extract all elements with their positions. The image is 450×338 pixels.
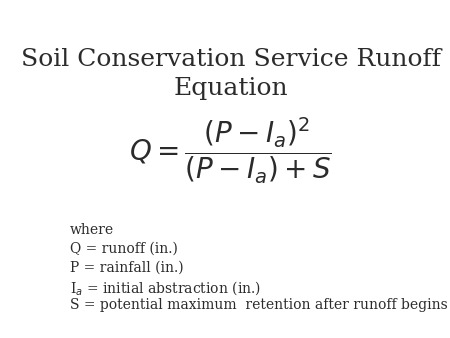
Text: where: where	[70, 223, 114, 237]
Text: I$_a$ = initial abstraction (in.): I$_a$ = initial abstraction (in.)	[70, 279, 261, 297]
Text: S = potential maximum  retention after runoff begins (in.): S = potential maximum retention after ru…	[70, 298, 450, 312]
Text: P = rainfall (in.): P = rainfall (in.)	[70, 260, 184, 274]
Text: Soil Conservation Service Runoff
Equation: Soil Conservation Service Runoff Equatio…	[21, 48, 441, 100]
Text: $Q = \dfrac{(P - I_a)^2}{(P - I_a) + S}$: $Q = \dfrac{(P - I_a)^2}{(P - I_a) + S}$	[129, 116, 332, 186]
Text: Q = runoff (in.): Q = runoff (in.)	[70, 241, 178, 256]
